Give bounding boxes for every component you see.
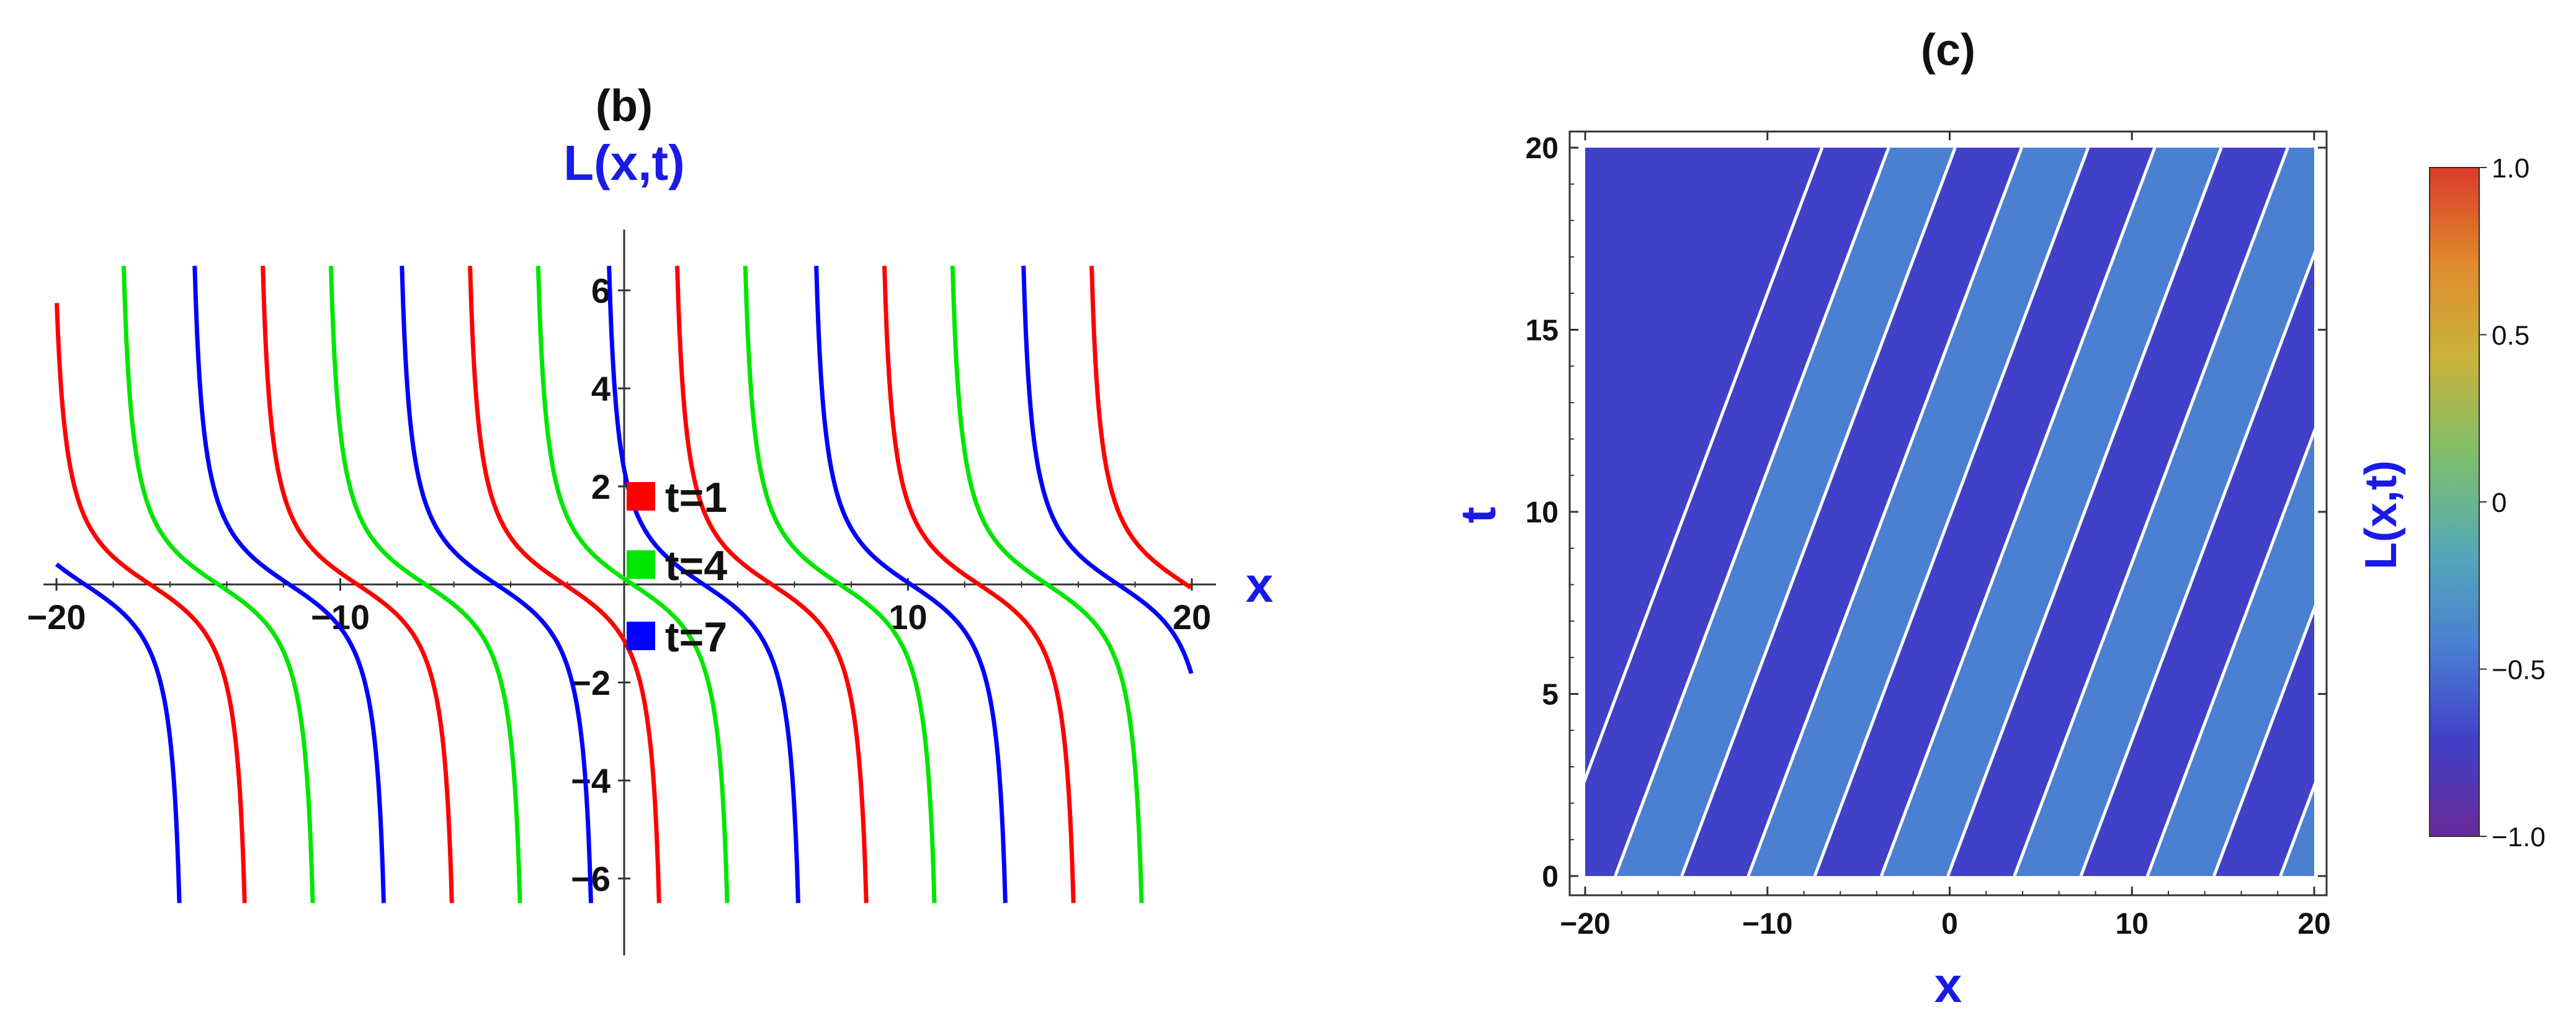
chart-b-y-tick-label: 2	[591, 467, 610, 506]
chart-b-curve-branch	[882, 266, 1076, 903]
chart-c-stripe	[1815, 148, 2155, 876]
chart-c-x-tick-label: −10	[1742, 908, 1792, 941]
chart-c-frame-box	[1568, 130, 2328, 897]
chart-c-stripe-divider	[2013, 148, 2289, 876]
chart-b-legend-label: t=4	[665, 542, 727, 589]
chart-c-stripe-divider	[1880, 148, 2157, 876]
chart-b-curve-branch	[1089, 266, 1192, 589]
chart-c-stripe-divider	[1614, 148, 1890, 876]
chart-c-stripe	[1948, 148, 2288, 876]
heatmap-chart-c: (c) x t L(x,t) −20 −10 0 10 20 0 5 10 15 20 1.0 0.…	[1451, 25, 2546, 1013]
chart-c-stripe-divider	[2145, 427, 2314, 876]
chart-b-legend-label: t=7	[665, 614, 727, 661]
chart-b-legend-label: t=1	[665, 474, 727, 521]
chart-b-title: (b)	[596, 81, 653, 131]
chart-b-y-tick-label: −2	[571, 663, 610, 702]
chart-b-curve-branch	[607, 266, 800, 903]
chart-c-y-tick-label: 15	[1526, 315, 1559, 347]
chart-b-legend: t=1 t=4 t=7	[627, 474, 727, 661]
chart-c-x-tick-label: 20	[2297, 908, 2330, 941]
chart-b-x-axis-label: x	[1246, 557, 1274, 612]
chart-c-colorbar: 1.0 0.5 0 −0.5 −1.0	[2429, 153, 2546, 852]
chart-c-colorbar-gradient	[2429, 167, 2480, 837]
chart-b-curve-branch	[675, 266, 869, 903]
chart-c-colorbar-tick-label: 1.0	[2492, 153, 2529, 184]
chart-c-title: (c)	[1921, 25, 1975, 75]
chart-c-y-tick-label: 0	[1542, 861, 1559, 893]
chart-b-curve-branch	[328, 266, 522, 903]
chart-c-stripe	[1748, 148, 2088, 876]
chart-b-curve-branch	[400, 266, 593, 903]
chart-c-y-tick-label: 5	[1542, 679, 1559, 712]
chart-c-stripe	[2014, 148, 2314, 876]
chart-b-curve-branch	[814, 266, 1008, 903]
chart-b-y-axis-label: L(x,t)	[563, 135, 685, 190]
chart-b-x-tick-label: −20	[27, 597, 86, 637]
chart-b-curves	[55, 266, 1194, 903]
chart-c-colorbar-tick-label: 0	[2492, 488, 2507, 518]
chart-c-x-tick-label: −20	[1560, 908, 1610, 941]
chart-c-y-axis-label: t	[1451, 507, 1506, 524]
chart-c-stripe	[1881, 148, 2222, 876]
chart-c-stripe-divider	[1680, 148, 1957, 876]
chart-c-stripe	[1681, 148, 2022, 876]
chart-b-legend-swatch	[627, 550, 655, 579]
chart-c-stripe-divider	[1946, 148, 2223, 876]
chart-b-legend-swatch	[627, 482, 655, 511]
chart-b-curve-branch	[121, 266, 315, 903]
chart-c-stripe-divider	[2079, 250, 2314, 876]
chart-b-curve-branch	[55, 303, 247, 903]
chart-c-stripe-divider	[1746, 148, 2023, 876]
chart-c-x-tick-label: 10	[2116, 908, 2149, 941]
chart-c-frame: −20 −10 0 10 20 0 5 10 15 20	[1526, 130, 2331, 941]
chart-b-curve-branch	[261, 266, 454, 903]
chart-c-colorbar-label: L(x,t)	[2356, 460, 2406, 570]
chart-b-curve-branch	[55, 562, 182, 903]
chart-c-y-tick-label: 10	[1526, 496, 1559, 529]
chart-c-colorbar-tick-label: −0.5	[2492, 655, 2546, 686]
chart-b-curve-branch	[950, 266, 1144, 903]
chart-c-stripe-divider	[1813, 148, 2090, 876]
chart-c-stripe-divider	[2212, 604, 2314, 876]
chart-c-stripes	[1585, 148, 2314, 876]
chart-b-y-tick-label: 4	[591, 369, 610, 408]
chart-c-stripe	[1615, 148, 1956, 876]
chart-b-curve-branch	[192, 266, 386, 903]
chart-b-curve-branch	[1021, 266, 1194, 674]
chart-c-x-tick-label: 0	[1941, 908, 1958, 941]
chart-b-x-tick-label: 20	[1173, 597, 1211, 637]
chart-b-legend-swatch	[627, 622, 655, 650]
chart-b-y-tick-label: −4	[571, 761, 610, 800]
chart-c-stripe	[1585, 148, 1889, 876]
chart-c-stripe-group	[1585, 148, 2314, 876]
chart-c-colorbar-tick-label: −1.0	[2492, 822, 2546, 852]
chart-b-curve-branch	[743, 266, 937, 903]
chart-c-colorbar-tick-label: 0.5	[2492, 321, 2529, 351]
chart-c-stripe-divider	[1585, 148, 1824, 784]
chart-c-y-tick-label: 20	[1526, 132, 1559, 165]
chart-c-x-axis-label: x	[1934, 957, 1962, 1013]
chart-b-curve-branch	[535, 266, 730, 903]
